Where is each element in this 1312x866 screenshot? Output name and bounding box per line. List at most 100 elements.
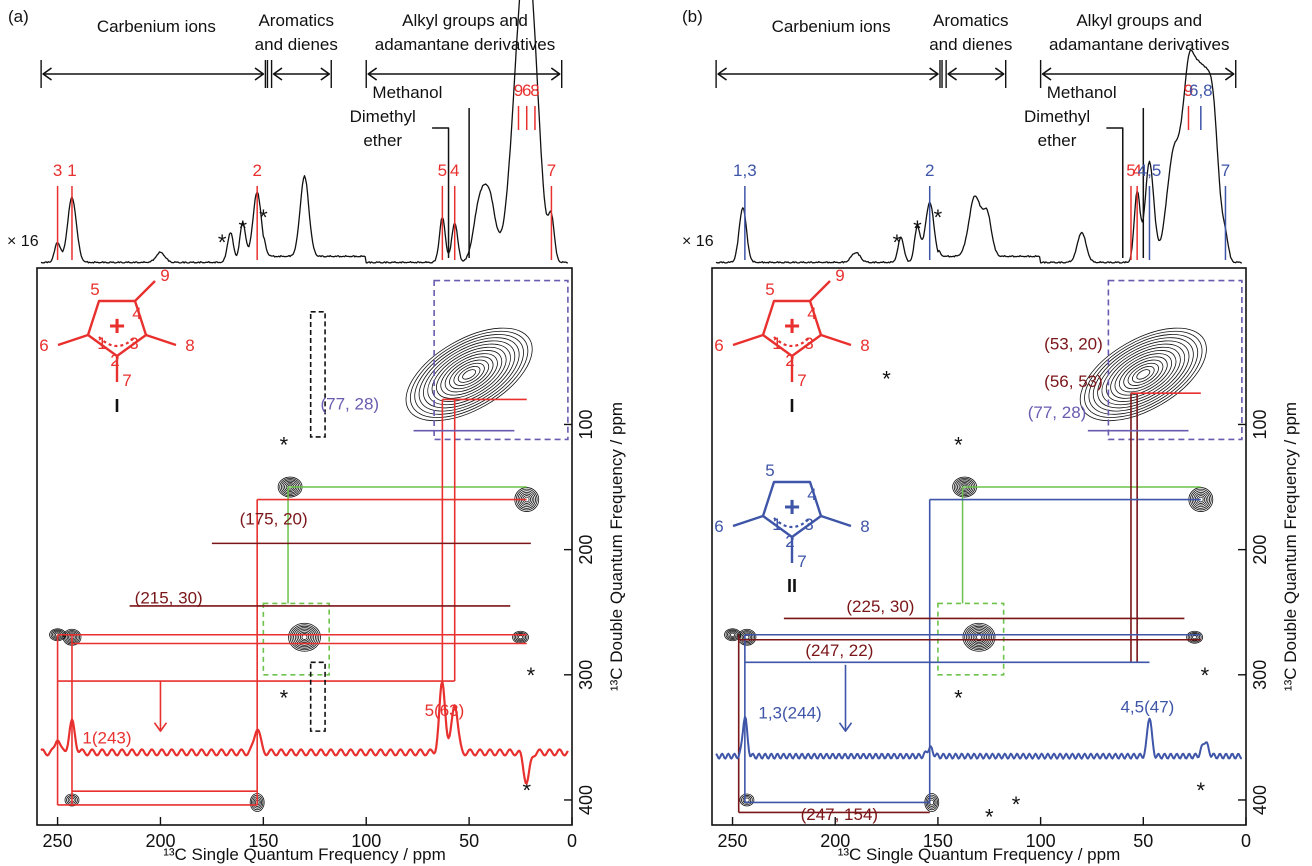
assignment-label-5-a: 5 bbox=[438, 161, 447, 180]
contour-aromatic-a-ring bbox=[296, 630, 313, 645]
annotation--53--20--b: (53, 20) bbox=[1044, 334, 1103, 353]
x-axis-label-a: ¹³C Single Quantum Frequency / ppm bbox=[163, 845, 446, 864]
structure-I-b-charge: + bbox=[784, 310, 800, 341]
assignment-label-9-a: 9 bbox=[514, 81, 523, 100]
structure-I-a-allyl-arc bbox=[98, 336, 136, 348]
contour-c1-b-ring bbox=[741, 632, 753, 642]
region-aromatics-label-a: Aromatics bbox=[258, 11, 334, 30]
structure-I-b-label-5: 5 bbox=[765, 280, 774, 299]
a-dashed-box-1 bbox=[309, 311, 326, 438]
x-tick-label-200-b: 200 bbox=[820, 831, 850, 851]
structure-I-b-label-7: 7 bbox=[797, 371, 806, 390]
x-axis-label-b: ¹³C Single Quantum Frequency / ppm bbox=[838, 845, 1121, 864]
annotation-5-63--a: 5(63) bbox=[425, 701, 465, 720]
structure-I-a-methyl-8 bbox=[145, 333, 177, 347]
contour-c1b-b bbox=[739, 793, 755, 807]
assignment-label-2-b: 2 bbox=[925, 161, 934, 180]
contour-alkyl-a-ring bbox=[449, 359, 490, 390]
structure-I-b-allyl-arc bbox=[773, 336, 811, 348]
spectrum-star: * bbox=[893, 230, 902, 255]
contour-alkyl-b-ring bbox=[1084, 330, 1203, 418]
contour-alkyl-a-ring bbox=[414, 334, 524, 415]
structure-II-b-methyl-8 bbox=[820, 514, 852, 528]
region-arrow-0-a-right-head bbox=[254, 67, 265, 81]
contour-alkyl3-a bbox=[512, 630, 529, 644]
x-tick-label-100-b: 100 bbox=[1026, 831, 1056, 851]
x-tick-label-250-a: 250 bbox=[43, 831, 73, 851]
contour-star: * bbox=[1201, 663, 1210, 688]
spectrum-star: * bbox=[934, 205, 943, 230]
contour-alkyl-a-ring bbox=[431, 346, 507, 402]
structure-I-b-label-6: 6 bbox=[714, 336, 723, 355]
structure-II-b-label-6: 6 bbox=[714, 517, 723, 536]
b-slice-arrow-head bbox=[838, 722, 853, 732]
panel-label-b: (b) bbox=[682, 7, 703, 26]
region-arrow-0-b-left-head bbox=[717, 67, 727, 81]
structure-I-a-label-5: 5 bbox=[90, 280, 99, 299]
x-tick-label-0-b: 0 bbox=[1241, 831, 1251, 851]
spectrum-star: * bbox=[238, 216, 247, 241]
contour-aromatic-b-ring bbox=[971, 630, 987, 645]
region-arrow-0-b-right-head bbox=[929, 67, 939, 81]
x-tick-label-0-a: 0 bbox=[567, 831, 577, 851]
assignment-label-9-b: 9 bbox=[1184, 81, 1193, 100]
structure-II-b-label-5: 5 bbox=[765, 461, 774, 480]
alkyl-region-box-a bbox=[433, 279, 569, 441]
contour-alkyl3-b-ring bbox=[1192, 635, 1198, 640]
assignment-label-6-8-b: 6,8 bbox=[1189, 81, 1213, 100]
annotation--77--28--b: (77, 28) bbox=[1028, 403, 1087, 422]
contour-alkyl-b-ring bbox=[1114, 353, 1172, 396]
contour-alkyl-a-ring bbox=[444, 356, 494, 393]
contour-c3-b bbox=[724, 628, 741, 642]
contour-star: * bbox=[527, 663, 536, 688]
contour-alkyl-b-ring bbox=[1097, 340, 1190, 409]
assignment-label-7-a: 7 bbox=[547, 161, 556, 180]
contour-aromatic-a-ring bbox=[288, 622, 321, 652]
contour-c1b-b-ring bbox=[739, 793, 755, 807]
assignment-label-4-b: 4 bbox=[1132, 161, 1141, 180]
spectrum-star: * bbox=[913, 216, 922, 241]
region-arrow-2-a-left-head bbox=[367, 67, 378, 81]
contour-aromatic-b-ring bbox=[972, 631, 986, 643]
x-tick-label-150-b: 150 bbox=[923, 831, 953, 851]
contour-star: * bbox=[954, 432, 963, 457]
contour-alkyl-b-ring bbox=[1132, 366, 1155, 383]
region-arrow-2-b-left-head bbox=[1041, 67, 1052, 81]
dme-marker-b bbox=[1106, 127, 1124, 258]
structure-I-b-label-4: 4 bbox=[807, 304, 816, 323]
assignment-label-7-b: 7 bbox=[1221, 161, 1230, 180]
structure-I-a-charge: + bbox=[109, 310, 125, 341]
structure-I-b-label-8: 8 bbox=[860, 336, 869, 355]
contour-c1b-b-ring bbox=[742, 796, 752, 804]
structure-II-b-label-1: 1 bbox=[772, 515, 781, 534]
contour-aromatic-a-ring bbox=[293, 627, 316, 648]
structure-I-b-methyl-8 bbox=[820, 333, 852, 347]
structure-I-a-methyl-9 bbox=[134, 280, 156, 302]
contour-aromatic-b bbox=[962, 622, 996, 652]
structure-I-b-ring bbox=[761, 299, 823, 358]
contour-aromatic-a-ring bbox=[299, 633, 310, 642]
structure-I-name-b: I bbox=[789, 396, 794, 416]
region-dienes-label-b: and dienes bbox=[929, 35, 1012, 54]
region-carbenium-label-b: Carbenium ions bbox=[772, 17, 891, 36]
contour-aromatic-b-ring bbox=[974, 633, 984, 642]
structure-I-a-ring bbox=[86, 299, 148, 358]
contour-alkyl-b-ring bbox=[1105, 346, 1181, 402]
contour-aromatic-b-ring bbox=[976, 634, 982, 640]
contour-aromatic-b-ring bbox=[965, 625, 993, 649]
structure-I-b-label-1: 1 bbox=[772, 334, 781, 353]
region-carbenium-label-a: Carbenium ions bbox=[97, 17, 216, 36]
annotation--175--20--a: (175, 20) bbox=[240, 510, 308, 529]
y-tick-label-400-a: 400 bbox=[576, 785, 596, 815]
contour-alkyl-a-ring bbox=[427, 343, 511, 406]
contour-alkyl-b-ring bbox=[1110, 350, 1177, 399]
contour-alkyl-a-ring bbox=[436, 350, 503, 399]
y-axis-label-b: ¹³C Double Quantum Frequency / ppm bbox=[1281, 402, 1300, 691]
x-tick-label-50-b: 50 bbox=[1133, 831, 1153, 851]
region-arrow-1-b-right-head bbox=[994, 67, 1005, 81]
region-arrow-1-a-left-head bbox=[272, 67, 283, 81]
contour-alkyl3-a-ring bbox=[517, 635, 524, 640]
y-tick-label-400-b: 400 bbox=[1250, 785, 1270, 815]
structure-I-b-label-9: 9 bbox=[835, 266, 844, 285]
